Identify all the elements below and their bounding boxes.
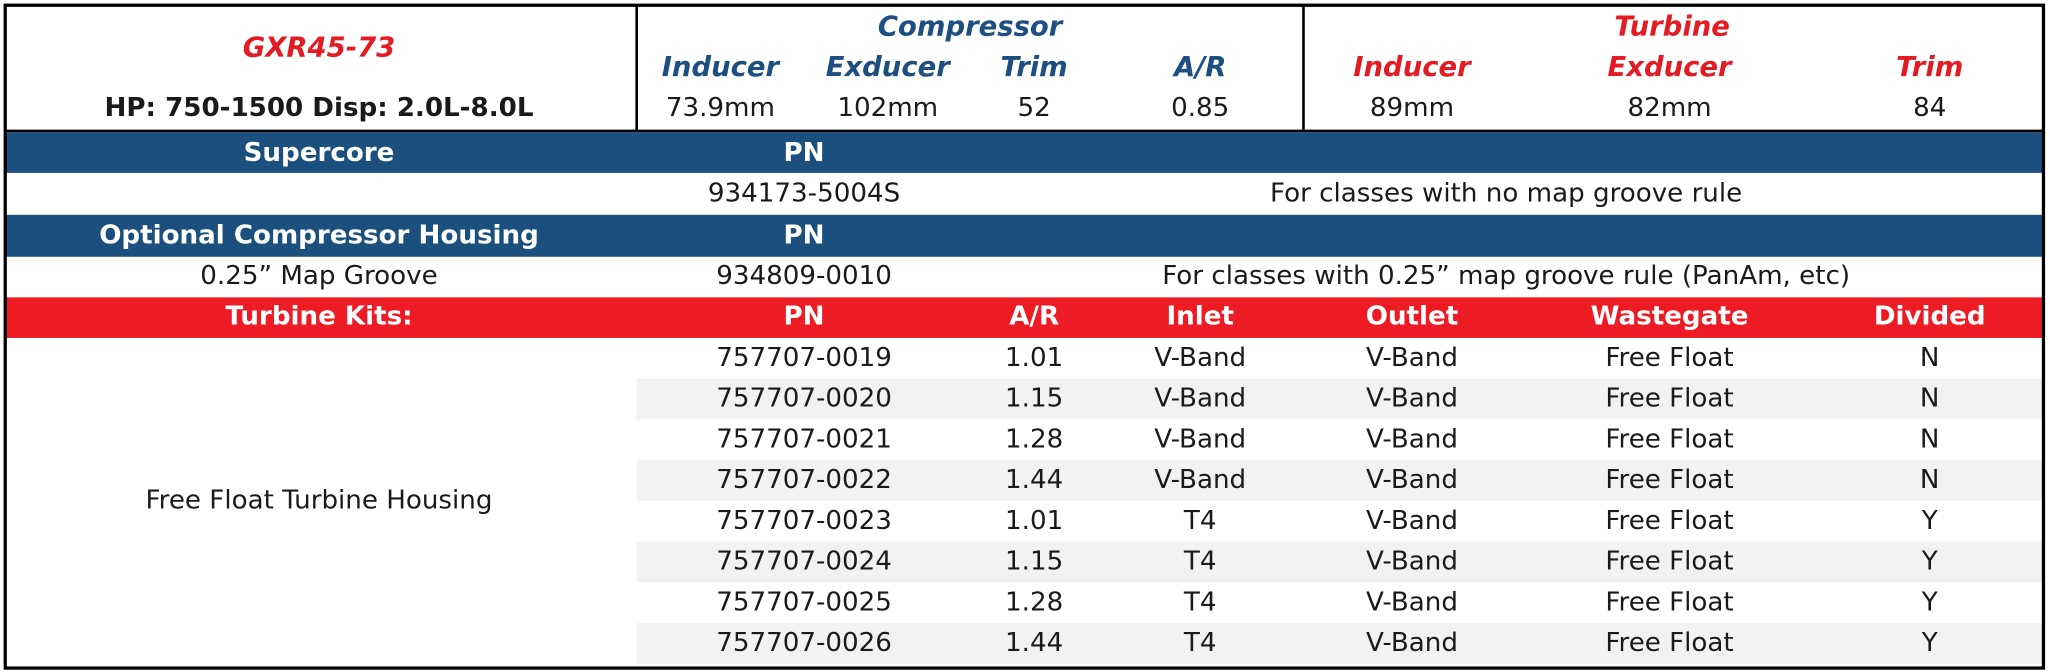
note: For classes with 0.25” map groove rule (… <box>1162 261 1850 291</box>
spec-value: 0.85 <box>1171 93 1229 123</box>
column-heading: Wastegate <box>1591 301 1749 331</box>
cell: T4 <box>1183 587 1217 617</box>
column-heading: PN <box>784 220 825 250</box>
cell: Free Float <box>1605 587 1733 617</box>
cell: 1.44 <box>1005 628 1063 658</box>
column-heading: Divided <box>1874 301 1986 331</box>
spec-value: 52 <box>1018 93 1051 123</box>
cell: T4 <box>1183 547 1217 577</box>
cell: V-Band <box>1366 547 1458 577</box>
turbine-heading: Turbine <box>1614 10 1729 42</box>
column-label: Inducer <box>1353 51 1472 83</box>
column-heading: PN <box>784 301 825 331</box>
column-heading: A/R <box>1009 301 1059 331</box>
column-heading: Inlet <box>1166 301 1233 331</box>
cell: 757707-0020 <box>716 384 892 414</box>
spec-value: 89mm <box>1370 93 1454 123</box>
cell: 757707-0023 <box>716 506 892 536</box>
cell: Y <box>1921 587 1939 617</box>
column-label: Exducer <box>826 51 951 83</box>
cell: 757707-0022 <box>716 465 892 495</box>
cell: 757707-0025 <box>716 587 892 617</box>
column-heading: Outlet <box>1366 301 1458 331</box>
cell: Free Float <box>1605 343 1733 373</box>
column-label: Inducer <box>662 51 781 83</box>
note: For classes with no map groove rule <box>1270 178 1742 208</box>
cell: T4 <box>1183 506 1217 536</box>
column-heading: Turbine Kits: <box>225 301 412 331</box>
model-title: GXR45-73 <box>243 31 396 63</box>
cell: Free Float <box>1605 506 1733 536</box>
supercore-bar <box>5 132 2043 173</box>
cell: N <box>1920 465 1940 495</box>
cell: V-Band <box>1366 628 1458 658</box>
cell: N <box>1920 424 1940 454</box>
cell: Free Float <box>1605 424 1733 454</box>
column-label: Trim <box>1896 51 1963 83</box>
cell: 1.28 <box>1005 587 1063 617</box>
cell: V-Band <box>1154 465 1246 495</box>
group-label: Free Float Turbine Housing <box>146 485 493 515</box>
cell: V-Band <box>1366 506 1458 536</box>
column-label: Exducer <box>1608 51 1733 83</box>
turbine-kits-bar <box>5 297 2043 338</box>
cell: 1.28 <box>1005 424 1063 454</box>
spec-value: 102mm <box>837 93 938 123</box>
column-heading: PN <box>784 138 825 168</box>
cell: V-Band <box>1154 424 1246 454</box>
cell: V-Band <box>1366 384 1458 414</box>
cell: Free Float <box>1605 465 1733 495</box>
cell: T4 <box>1183 628 1217 658</box>
housing-bar <box>5 214 2043 257</box>
cell: 1.01 <box>1005 343 1063 373</box>
cell: N <box>1920 384 1940 414</box>
row-stripe <box>636 460 2043 501</box>
compressor-heading: Compressor <box>878 10 1064 42</box>
cell: V-Band <box>1366 343 1458 373</box>
cell: V-Band <box>1366 465 1458 495</box>
cell: 757707-0026 <box>716 628 892 658</box>
spec-value: 82mm <box>1627 93 1711 123</box>
cell: Free Float <box>1605 384 1733 414</box>
section-heading: Supercore <box>244 138 395 168</box>
cell: N <box>1920 343 1940 373</box>
cell: 1.44 <box>1005 465 1063 495</box>
column-label: A/R <box>1172 51 1226 83</box>
part-number: 934173-5004S <box>708 178 900 208</box>
cell: Free Float <box>1605 628 1733 658</box>
section-heading: Optional Compressor Housing <box>99 220 539 250</box>
cell: V-Band <box>1154 384 1246 414</box>
cell: 757707-0019 <box>716 343 892 373</box>
row-stripe <box>636 541 2043 583</box>
cell: V-Band <box>1366 424 1458 454</box>
cell: Y <box>1921 547 1939 577</box>
cell: V-Band <box>1154 343 1246 373</box>
column-label: Trim <box>1001 51 1068 83</box>
cell: 1.15 <box>1005 384 1063 414</box>
cell: 757707-0021 <box>716 424 892 454</box>
spec-value: 73.9mm <box>666 93 775 123</box>
cell: 1.01 <box>1005 506 1063 536</box>
model-specs: HP: 750-1500 Disp: 2.0L-8.0L <box>105 93 534 123</box>
cell: Y <box>1921 628 1939 658</box>
row-stripe <box>636 378 2043 420</box>
row-stripe <box>636 623 2043 664</box>
cell: 757707-0024 <box>716 547 892 577</box>
table-border <box>3 3 2046 670</box>
cell: V-Band <box>1366 587 1458 617</box>
item-name: 0.25” Map Groove <box>200 261 437 291</box>
cell: Free Float <box>1605 547 1733 577</box>
spec-value: 84 <box>1913 93 1946 123</box>
part-number: 934809-0010 <box>716 261 892 291</box>
cell: 1.15 <box>1005 547 1063 577</box>
cell: Y <box>1921 506 1939 536</box>
